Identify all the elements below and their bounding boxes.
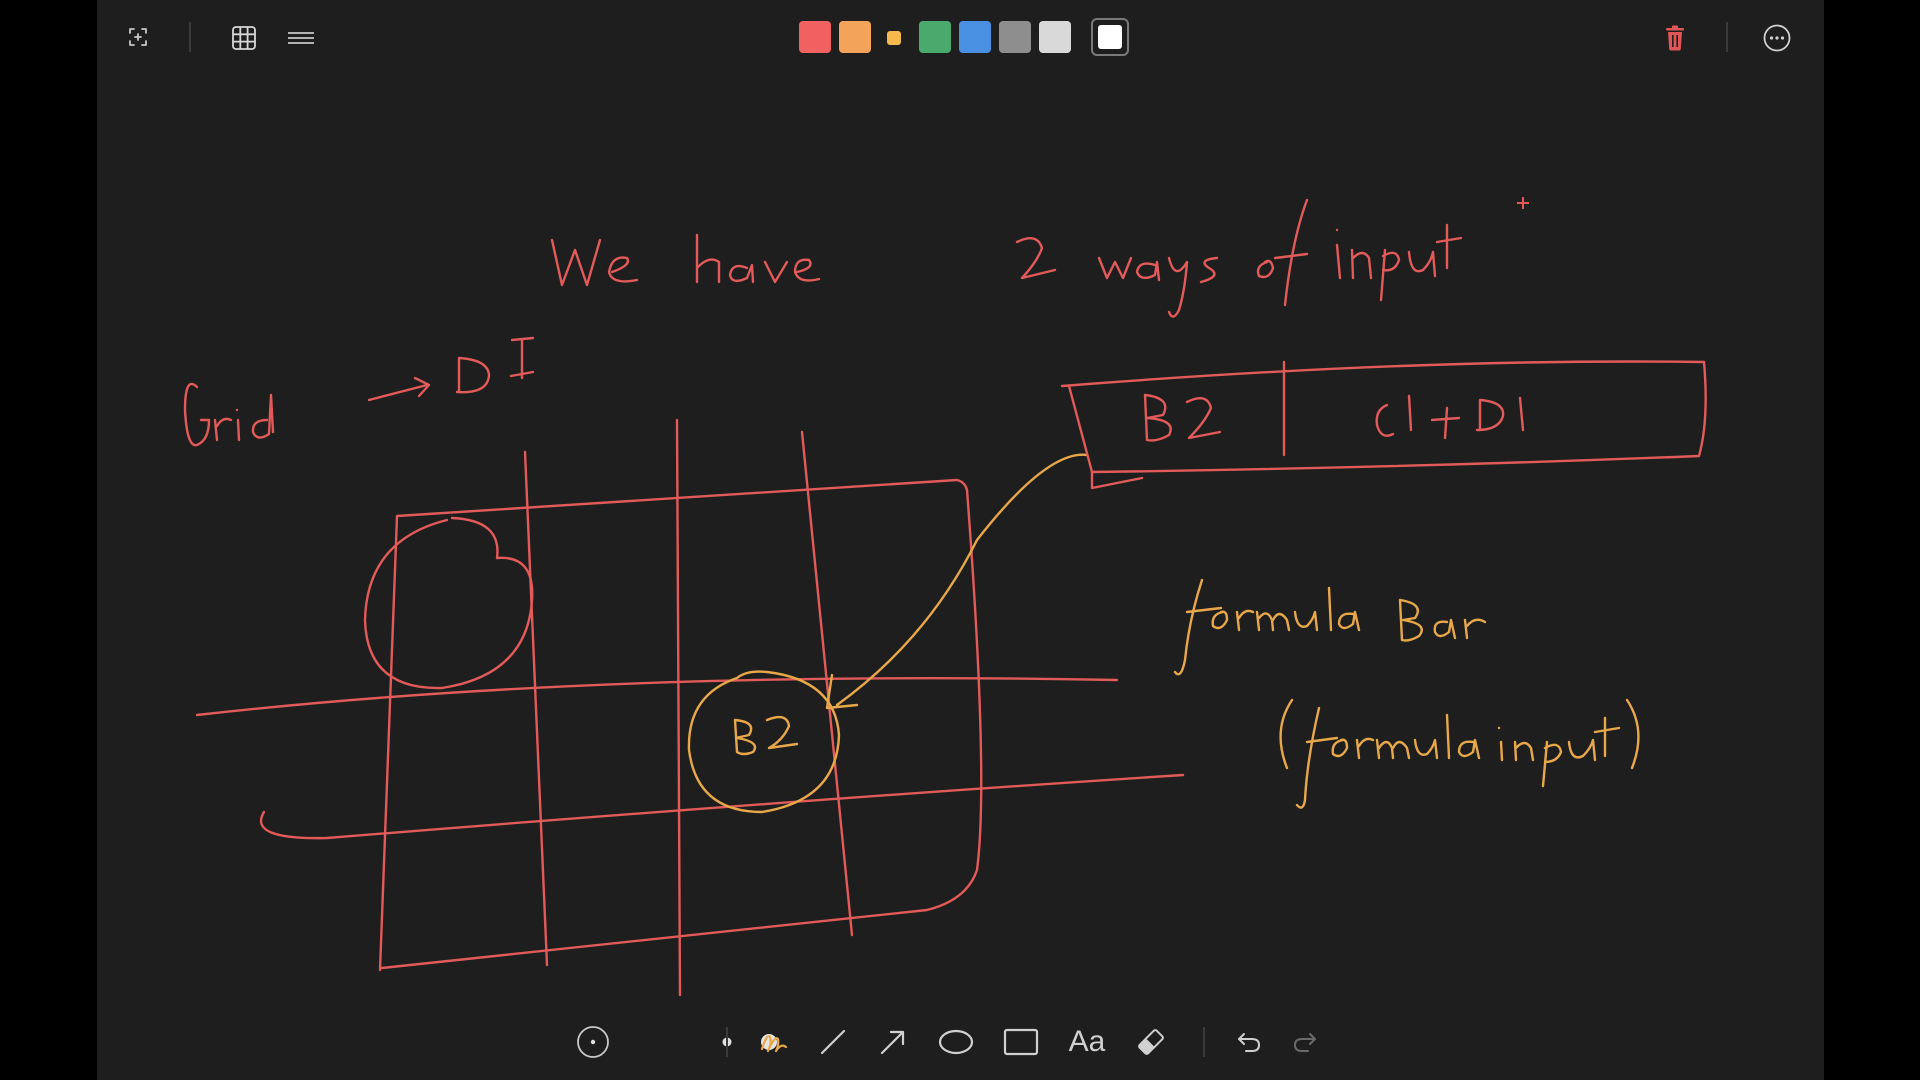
stroke-size-small-icon[interactable] [575,1024,611,1060]
toggle-fullscreen-icon[interactable] [123,22,153,52]
stroke-size-large-icon[interactable] [755,1028,783,1056]
arrow-tool-icon[interactable] [875,1024,911,1060]
pen-tool-icon[interactable] [756,1024,794,1060]
cursor-crosshair [1517,197,1529,209]
color-white-swatch-selected[interactable] [1091,18,1129,56]
handwritten-grid [195,418,1185,997]
bottom-separator-2 [1203,1027,1205,1057]
white-swatch-fill [1098,25,1122,49]
rectangle-tool-icon[interactable] [1001,1024,1041,1060]
color-blue-swatch[interactable] [959,21,991,53]
trash-icon[interactable] [1659,22,1691,54]
more-options-icon[interactable] [1760,21,1794,55]
grid-view-icon[interactable] [228,22,260,54]
handwritten-grid-label [183,336,535,447]
handwritten-b2-circle [687,670,841,814]
toolbar-separator-right [1726,22,1728,52]
text-tool-button[interactable]: Aa [1068,1025,1106,1058]
handwritten-formula-bar-title [1173,578,1487,676]
undo-icon[interactable] [1231,1024,1267,1060]
handwritten-formula-bar-subtitle [1279,698,1640,809]
whiteboard-app: We have 2 ways of input Grid → DI B2 B2 … [97,0,1824,1080]
bottom-separator-1 [726,1027,728,1057]
toolbar-separator [189,22,191,52]
drawing-canvas[interactable] [97,0,1824,1080]
color-red-swatch[interactable] [799,21,831,53]
color-yellow-swatch[interactable] [887,31,901,45]
lines-view-icon[interactable] [285,22,317,54]
redo-icon[interactable] [1287,1024,1323,1060]
ellipse-tool-icon[interactable] [936,1024,976,1060]
color-gray-swatch[interactable] [999,21,1031,53]
handwritten-heading [550,198,1463,318]
color-light-gray-swatch[interactable] [1039,21,1071,53]
handwritten-arrow [825,453,1089,710]
line-tool-icon[interactable] [815,1024,851,1060]
color-orange-swatch[interactable] [839,21,871,53]
handwritten-red-circle [363,516,534,690]
color-green-swatch[interactable] [919,21,951,53]
eraser-tool-icon[interactable] [1133,1024,1169,1060]
handwritten-formula-bar [1060,360,1707,490]
